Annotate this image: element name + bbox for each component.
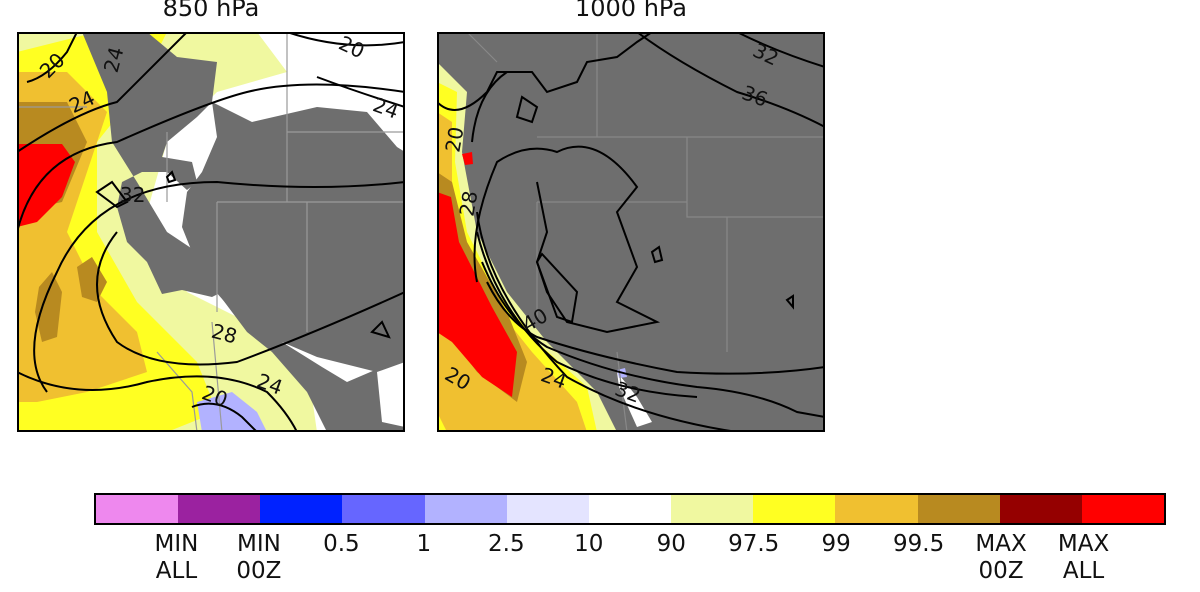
colorbar-tick-label: 99 <box>791 531 881 558</box>
colorbar-tick-label: MAX ALL <box>1039 531 1129 585</box>
colorbar-tick-label: 2.5 <box>461 531 551 558</box>
tick-line-1: 99 <box>821 531 851 557</box>
tick-line-1: 97.5 <box>728 531 780 557</box>
shade-max-all <box>437 152 517 397</box>
colorbar <box>94 493 1166 525</box>
colorbar-tick-label: 0.5 <box>296 531 386 558</box>
tick-line-1: 0.5 <box>323 531 360 557</box>
colorbar-tick-label: MIN 00Z <box>214 531 304 585</box>
colorbar-swatch <box>506 495 589 523</box>
tick-line-2: ALL <box>1062 558 1105 584</box>
tick-line-1: MAX <box>975 531 1027 557</box>
terrain-mask <box>82 32 405 432</box>
tick-line-2: 00Z <box>236 558 282 584</box>
contours-850 <box>17 32 405 432</box>
terrain-mask-east <box>182 102 405 372</box>
colorbar-tick-label: 10 <box>544 531 634 558</box>
shade-max-all <box>17 144 75 227</box>
tick-line-1: 2.5 <box>488 531 525 557</box>
colorbar-swatch <box>178 495 261 523</box>
map-850-frame <box>17 32 405 432</box>
colorbar-swatch <box>917 495 1000 523</box>
tick-line-1: 99.5 <box>893 531 945 557</box>
panel-title-1000: 1000 hPa <box>574 0 688 22</box>
map-1000hpa: 32 36 20 28 40 20 24 32 <box>437 32 825 432</box>
colorbar-swatch <box>260 495 343 523</box>
terrain-white-notch <box>377 362 405 427</box>
colorbar-tick-label: MIN ALL <box>131 531 221 585</box>
tick-line-2: ALL <box>155 558 198 584</box>
colorbar-swatch <box>835 495 918 523</box>
colorbar-swatch <box>999 495 1082 523</box>
state-borders <box>466 32 825 432</box>
tick-line-2: 00Z <box>978 558 1024 584</box>
colorbar-tick-label: 90 <box>626 531 716 558</box>
contour-label: 20 <box>440 125 468 154</box>
colorbar-swatch <box>753 495 836 523</box>
colorbar-tick-label: 1 <box>379 531 469 558</box>
tick-line-1: 90 <box>656 531 686 557</box>
tick-line-1: MAX <box>1057 531 1110 557</box>
contour-label: 32 <box>120 183 145 207</box>
state-borders <box>17 32 405 432</box>
tick-line-1: 1 <box>416 531 432 557</box>
colorbar-swatch <box>671 495 754 523</box>
tick-line-1: 10 <box>574 531 604 557</box>
contour-label: 28 <box>454 189 482 218</box>
shade-low-percentile <box>197 392 267 432</box>
colorbar-tick-label: 97.5 <box>709 531 799 558</box>
tick-line-1: MIN <box>154 531 199 557</box>
contours-1000 <box>437 32 825 432</box>
colorbar-swatch <box>96 495 179 523</box>
colorbar-swatch <box>342 495 425 523</box>
colorbar-tick-label: MAX 00Z <box>956 531 1046 585</box>
map-1000-frame <box>437 32 825 432</box>
colorbar-swatch <box>1081 495 1165 523</box>
tick-line-1: MIN <box>237 531 281 557</box>
colorbar-tick-label: 99.5 <box>874 531 964 558</box>
colorbar-swatch <box>424 495 507 523</box>
map-850hpa: 20 24 24 20 24 32 28 24 20 <box>17 32 405 432</box>
colorbar-swatch <box>588 495 672 523</box>
panel-title-850: 850 hPa <box>162 0 260 22</box>
